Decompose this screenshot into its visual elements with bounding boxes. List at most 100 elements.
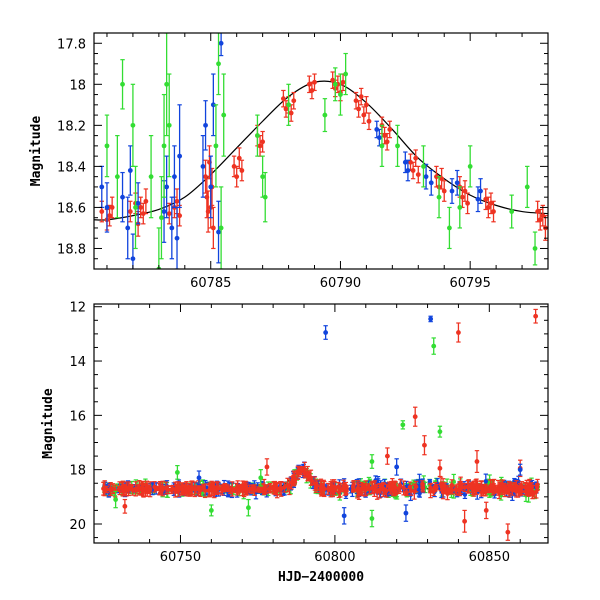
data-marker — [291, 98, 297, 104]
data-marker — [437, 429, 443, 435]
data-marker — [428, 180, 434, 186]
data-marker — [279, 486, 284, 492]
outlier-point-green — [369, 454, 375, 469]
data-marker — [107, 213, 112, 219]
data-marker — [127, 168, 133, 173]
data-marker — [322, 112, 328, 118]
data-marker — [213, 143, 219, 149]
outlier-point-red — [422, 435, 427, 456]
baseline-point-red — [135, 484, 140, 493]
data-marker — [148, 174, 154, 180]
data-point-red — [283, 100, 289, 118]
data-marker — [374, 127, 380, 132]
data-marker — [164, 81, 170, 87]
data-point-red — [312, 73, 317, 92]
baseline-point-red — [234, 482, 239, 494]
data-marker — [236, 155, 242, 161]
data-marker — [120, 194, 125, 200]
data-point-green — [114, 135, 120, 219]
data-point-green — [457, 186, 463, 229]
data-marker — [122, 503, 128, 509]
outlier-point-red — [505, 523, 511, 541]
data-marker — [336, 489, 342, 495]
data-marker — [183, 484, 188, 490]
data-point-red — [107, 204, 112, 227]
data-marker — [437, 465, 443, 471]
data-point-blue — [374, 120, 380, 139]
data-marker — [540, 213, 546, 219]
data-marker — [394, 464, 400, 470]
data-marker — [535, 482, 540, 487]
data-marker — [428, 316, 434, 322]
data-point-green — [421, 145, 426, 188]
baseline-point-red — [438, 476, 444, 492]
x-tick-label: 60790 — [320, 276, 361, 291]
data-point-green — [216, 33, 221, 96]
data-marker — [379, 143, 385, 149]
data-marker — [203, 122, 208, 128]
data-point-red — [288, 104, 294, 122]
data-marker — [260, 139, 266, 145]
data-point-green — [148, 135, 154, 219]
data-marker — [133, 205, 138, 210]
data-point-blue — [454, 169, 460, 196]
data-marker — [449, 482, 455, 488]
y-tick-label: 18.4 — [57, 160, 86, 175]
data-marker — [239, 168, 245, 173]
data-marker — [158, 485, 163, 490]
baseline-point-red — [506, 481, 512, 490]
data-marker — [398, 483, 403, 488]
data-marker — [483, 479, 489, 484]
data-marker — [169, 487, 174, 493]
data-marker — [369, 459, 375, 464]
y-tick-label: 14 — [69, 355, 86, 370]
data-marker — [174, 198, 180, 204]
data-point-green — [161, 93, 167, 198]
data-marker — [330, 77, 336, 83]
data-marker — [479, 486, 484, 491]
outlier-point-blue — [394, 458, 400, 476]
data-marker — [442, 483, 447, 489]
data-point-green — [218, 186, 224, 269]
data-marker — [366, 118, 372, 124]
data-marker — [502, 486, 508, 491]
data-point-red — [140, 202, 146, 225]
data-marker — [260, 174, 266, 180]
baseline-point-red — [535, 478, 540, 491]
data-marker — [244, 487, 249, 493]
data-marker — [302, 467, 307, 472]
baseline-point-red — [289, 476, 294, 490]
y-tick-label: 18 — [69, 78, 86, 93]
data-marker — [343, 71, 349, 77]
data-marker — [312, 79, 317, 85]
data-point-blue — [216, 200, 221, 264]
baseline-point-red — [377, 483, 382, 499]
data-marker — [169, 225, 175, 231]
data-marker — [208, 508, 214, 513]
data-point-red — [138, 196, 144, 219]
data-marker — [237, 486, 243, 491]
data-point-green — [395, 124, 400, 167]
data-marker — [413, 484, 419, 489]
data-point-red — [358, 87, 364, 106]
data-point-red — [257, 135, 263, 157]
data-marker — [216, 229, 221, 235]
data-point-red — [143, 188, 149, 215]
data-point-green — [524, 165, 530, 209]
data-marker — [448, 488, 454, 493]
data-marker — [125, 225, 131, 231]
data-point-red — [413, 149, 419, 167]
baseline-point-red — [488, 479, 493, 492]
data-marker — [471, 488, 477, 493]
data-marker — [159, 215, 164, 221]
data-marker — [485, 205, 491, 210]
data-point-blue — [208, 155, 214, 219]
data-point-green — [338, 73, 343, 116]
baseline-point-red — [434, 483, 439, 491]
y-axis-title: Magnitude — [41, 388, 56, 459]
baseline-point-red — [401, 480, 406, 496]
y-tick-label: 16 — [69, 409, 86, 424]
data-point-red — [166, 202, 172, 225]
outlier-point-green — [369, 509, 375, 528]
data-point-blue — [120, 171, 125, 223]
